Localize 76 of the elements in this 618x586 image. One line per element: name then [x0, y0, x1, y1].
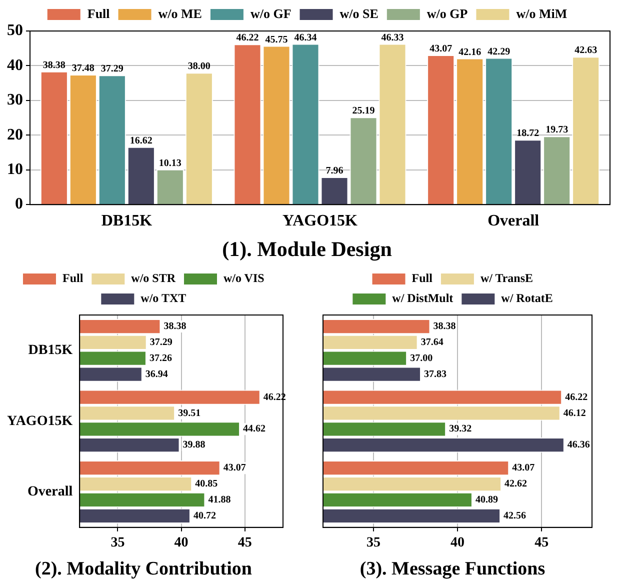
data-label: 25.19: [352, 106, 375, 117]
text: (2). Modality Contribution: [35, 558, 252, 580]
data-label: 46.36: [567, 440, 590, 451]
y-tick-label: 30: [7, 92, 23, 109]
data-label: 42.29: [488, 46, 510, 58]
data-label: 43.07: [512, 462, 535, 474]
data-label: 44.62: [243, 424, 266, 435]
data-label: 37.48: [72, 63, 94, 74]
x-tick-label: 35: [366, 535, 380, 550]
data-label: 37.83: [424, 368, 447, 380]
x-tick-label: Overall: [488, 212, 540, 230]
data-label: 37.29: [150, 337, 172, 348]
data-label: 38.38: [433, 321, 456, 332]
data-label: 46.34: [294, 32, 317, 44]
y-tick-label: Overall: [27, 484, 73, 500]
legend-label: w/o ME: [158, 6, 202, 21]
data-label: 46.22: [236, 32, 259, 44]
text: (3). Message Functions: [360, 558, 546, 580]
legend-label: Full: [62, 271, 84, 286]
data-label: 38.00: [188, 61, 210, 72]
data-label: 46.22: [565, 392, 588, 403]
data-label: 37.64: [420, 337, 444, 348]
y-tick-label: YAGO15K: [6, 414, 73, 429]
data-label: 40.89: [475, 494, 498, 506]
x-tick-label: 35: [110, 535, 125, 550]
data-label: 42.16: [458, 46, 482, 58]
data-label: 40.72: [193, 510, 216, 522]
data-label: 36.94: [145, 368, 168, 380]
data-label: 40.85: [195, 478, 218, 490]
y-tick-label: 40: [7, 56, 23, 74]
data-label: 39.51: [178, 408, 201, 419]
data-label: 37.26: [149, 352, 172, 364]
y-tick-label: 0: [15, 196, 23, 213]
data-label: 46.12: [563, 408, 586, 419]
x-tick-label: 45: [238, 535, 252, 550]
data-label: 18.72: [516, 128, 540, 140]
data-label: 42.56: [504, 510, 526, 522]
data-label: 7.96: [326, 166, 344, 177]
data-label: 42.63: [574, 45, 598, 56]
legend-label: w/ DistMult: [392, 291, 454, 306]
y-tick-label: 10: [7, 161, 23, 178]
data-label: 19.73: [546, 124, 568, 136]
x-tick-label: YAGO15K: [282, 212, 358, 230]
data-label: 42.62: [504, 478, 528, 490]
y-tick-label: DB15K: [28, 343, 73, 358]
data-label: 45.75: [265, 34, 288, 46]
y-tick-label: 50: [7, 22, 23, 40]
data-label: 10.13: [158, 158, 182, 170]
data-label: 43.07: [223, 462, 246, 474]
legend-label: w/ RotatE: [501, 291, 553, 306]
data-label: 39.88: [182, 440, 206, 451]
data-label: 16.62: [130, 135, 152, 146]
data-label: 37.29: [100, 64, 124, 75]
x-tick-label: DB15K: [101, 212, 153, 230]
data-label: 43.07: [430, 44, 452, 55]
x-tick-label: 45: [534, 535, 549, 550]
y-tick-label: 20: [7, 126, 23, 144]
legend-label: Full: [87, 6, 110, 21]
legend-label: w/ TransE: [480, 271, 534, 286]
legend-label: w/o TXT: [140, 291, 186, 306]
data-label: 38.38: [164, 321, 186, 332]
text: (1). Module Design: [222, 236, 392, 261]
legend-label: w/o SE: [340, 6, 378, 21]
legend-label: w/o VIS: [224, 271, 265, 286]
legend-label: w/o STR: [131, 271, 176, 286]
x-tick-label: 40: [174, 535, 188, 550]
data-label: 38.38: [42, 60, 66, 71]
data-label: 39.32: [449, 424, 472, 435]
legend-label: Full: [412, 271, 434, 286]
legend-label: w/o MiM: [516, 6, 568, 21]
data-label: 46.33: [381, 32, 404, 44]
data-label: 37.00: [410, 352, 433, 364]
x-tick-label: 40: [450, 535, 464, 550]
legend-label: w/o GP: [426, 6, 468, 21]
legend-label: w/o GF: [250, 6, 292, 21]
data-label: 41.88: [208, 494, 231, 506]
